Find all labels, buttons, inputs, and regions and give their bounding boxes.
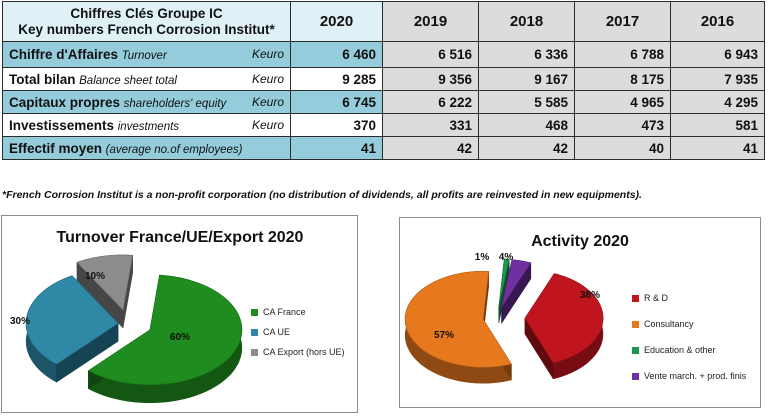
pie-slice-vente-march-prod-finis xyxy=(501,259,532,308)
pie-value-label: 10% xyxy=(85,271,105,282)
footnote: *French Corrosion Institut is a non-prof… xyxy=(2,189,642,201)
table-cell: 473 xyxy=(574,113,671,137)
table-cell: 9 285 xyxy=(290,67,383,91)
pie-value-label: 57% xyxy=(434,330,454,341)
table-cell: 6 460 xyxy=(290,41,383,68)
table-cell: 8 175 xyxy=(574,67,671,91)
header-label-line1: Chiffres Clés Groupe IC xyxy=(70,5,223,21)
table-cell: 6 943 xyxy=(670,41,765,68)
table-cell: 9 356 xyxy=(382,67,479,91)
row-label-en: (average no.of employees) xyxy=(105,143,243,156)
chart-title: Activity 2020 xyxy=(531,233,629,250)
chart-title: Turnover France/UE/Export 2020 xyxy=(57,229,304,246)
legend-item-label: R & D xyxy=(644,293,669,303)
table-cell: 4 295 xyxy=(670,90,765,114)
table-cell: 41 xyxy=(290,136,383,160)
turnover-chart-panel: Turnover France/UE/Export 2020 60% 30% 10% C… xyxy=(1,215,358,413)
activity-chart-panel: Activity 2020 38% 57% 1% 4% R & D Consultancy E… xyxy=(399,217,761,408)
row-label: Investissements investments Keuro xyxy=(2,113,291,137)
row-label: Effectif moyen (average no.of employees) xyxy=(2,136,291,160)
row-unit: Keuro xyxy=(251,117,284,132)
legend-item-label: Vente march. + prod. finis xyxy=(644,371,747,381)
legend-item-label: CA France xyxy=(263,307,306,317)
table-cell: 6 222 xyxy=(382,90,479,114)
row-unit: Keuro xyxy=(251,71,284,86)
row-unit: Keuro xyxy=(251,47,284,61)
legend-swatch xyxy=(632,321,639,328)
year-header: 2017 xyxy=(574,1,671,42)
row-label-en: Balance sheet total xyxy=(79,74,177,87)
pie-slice-ca-ue xyxy=(25,275,119,365)
row-label: Capitaux propres shareholders' equity Keu… xyxy=(2,90,291,114)
table-cell: 42 xyxy=(382,136,479,160)
legend-swatch xyxy=(632,347,639,354)
pie-value-label: 30% xyxy=(10,316,30,327)
table-header-label: Chiffres Clés Groupe IC Key numbers Fren… xyxy=(2,1,291,42)
row-label-fr: Total bilan xyxy=(9,71,76,87)
row-label-fr: Capitaux propres xyxy=(9,94,121,110)
table-cell: 6 788 xyxy=(574,41,671,68)
pie-value-label: 38% xyxy=(580,290,600,301)
year-header: 2019 xyxy=(382,1,479,42)
legend-swatch xyxy=(251,329,258,336)
table-row-investments: Investissements investments Keuro 370 331… xyxy=(2,113,765,137)
legend-swatch xyxy=(251,349,258,356)
row-label-fr: Effectif moyen xyxy=(9,140,103,156)
row-label-fr: Chiffre d'Affaires xyxy=(9,47,118,62)
table-row-balance-sheet: Total bilan Balance sheet total Keuro 9 2… xyxy=(2,67,765,91)
table-row-turnover: Chiffre d'Affaires Turnover Keuro 6 460 6… xyxy=(2,41,765,68)
table-cell: 581 xyxy=(670,113,765,137)
legend-swatch xyxy=(632,373,639,380)
key-numbers-table: Chiffres Clés Groupe IC Key numbers Fren… xyxy=(2,1,765,160)
table-row-employees: Effectif moyen (average no.of employees)… xyxy=(2,136,765,160)
pie-value-label: 4% xyxy=(499,252,514,263)
pie-slice-ca-export-hors-ue xyxy=(76,254,133,311)
table-cell: 5 585 xyxy=(478,90,575,114)
chart-legend: CA France CA UE CA Export (hors UE) xyxy=(251,307,345,357)
row-label-en: shareholders' equity xyxy=(123,97,227,110)
header-label-line2: Key numbers French Corrosion Institut* xyxy=(18,21,275,37)
table-cell: 40 xyxy=(574,136,671,160)
table-cell: 6 336 xyxy=(478,41,575,68)
table-header-row: Chiffres Clés Groupe IC Key numbers Fren… xyxy=(2,1,765,42)
legend-item-label: Consultancy xyxy=(644,319,694,329)
row-label-en: investments xyxy=(117,120,180,133)
table-cell: 42 xyxy=(478,136,575,160)
legend-item-label: CA Export (hors UE) xyxy=(263,347,345,357)
table-cell: 6 516 xyxy=(382,41,479,68)
table-cell: 41 xyxy=(670,136,765,160)
table-row-equity: Capitaux propres shareholders' equity Keu… xyxy=(2,90,765,114)
table-cell: 7 935 xyxy=(670,67,765,91)
year-header: 2020 xyxy=(290,1,383,42)
row-label: Chiffre d'Affaires Turnover Keuro xyxy=(2,41,291,68)
table-cell: 9 167 xyxy=(478,67,575,91)
year-header: 2018 xyxy=(478,1,575,42)
pie-value-label: 1% xyxy=(475,252,490,263)
row-label-en: Turnover xyxy=(121,50,167,62)
pie-slice-consultancy xyxy=(404,270,512,368)
table-cell: 370 xyxy=(290,113,383,137)
legend-swatch xyxy=(251,309,258,316)
pie-slice-ca-france xyxy=(87,274,243,386)
pie-slice-r-d xyxy=(524,273,604,364)
legend-swatch xyxy=(632,295,639,302)
chart-legend: R & D Consultancy Education & other Vente m… xyxy=(632,293,747,381)
legend-item-label: Education & other xyxy=(644,345,716,355)
table-cell: 468 xyxy=(478,113,575,137)
row-label: Total bilan Balance sheet total Keuro xyxy=(2,67,291,91)
activity-pie-chart: Activity 2020 38% 57% 1% 4% R & D Consultancy E… xyxy=(404,233,747,384)
table-cell: 331 xyxy=(382,113,479,137)
table-cell: 6 745 xyxy=(290,90,383,114)
row-unit: Keuro xyxy=(251,94,284,109)
table-cell: 4 965 xyxy=(574,90,671,114)
year-header: 2016 xyxy=(670,1,765,42)
legend-item-label: CA UE xyxy=(263,327,290,337)
row-label-fr: Investissements xyxy=(9,117,115,133)
pie-value-label: 60% xyxy=(170,332,190,343)
turnover-pie-chart: Turnover France/UE/Export 2020 60% 30% 10% C… xyxy=(10,229,345,404)
pie-slice-education-other xyxy=(498,258,510,308)
